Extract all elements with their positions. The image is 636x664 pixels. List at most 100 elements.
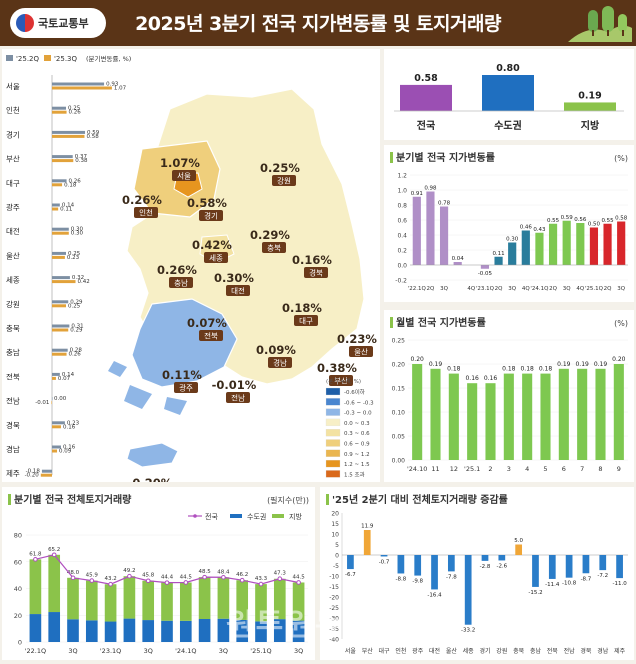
province-bar: [142, 580, 155, 621]
monthly-bar: [522, 373, 533, 460]
map-legend-label: -0.3 ~ 0.0: [344, 411, 372, 417]
map-tag-bg: [272, 175, 296, 186]
y-tick-label: 0.00: [392, 458, 406, 465]
change-bar: [363, 530, 371, 555]
map-legend-label: 0.0 ~ 0.3: [344, 421, 370, 427]
map-value-6: 0.16%: [292, 253, 332, 267]
change-value: -10.8: [562, 581, 577, 587]
region-bar-q3: [52, 86, 112, 90]
y-tick-label: 20: [331, 511, 339, 518]
legend-swatch: [272, 514, 284, 518]
x-tick-label: 4: [525, 465, 529, 473]
map-legend-swatch: [325, 408, 341, 416]
total-value: 48.5: [198, 569, 211, 575]
province-bar: [29, 559, 42, 615]
region-bar-q3: [40, 473, 52, 477]
x-tick-label: 3Q: [617, 286, 625, 292]
total-value: 43.2: [104, 576, 116, 582]
monthly-bar: [448, 373, 459, 460]
summary-value: 0.58: [414, 73, 438, 84]
map-value-13: 0.38%: [317, 361, 357, 375]
map-tag-13: 부산: [334, 376, 348, 386]
x-tick-label: 7: [580, 465, 584, 473]
panel-unit: (필지수(만)): [267, 495, 309, 505]
panel-title-marker: [390, 152, 393, 163]
total-value: 48.4: [217, 569, 230, 575]
region-bar-q3: [52, 425, 61, 429]
y-tick-label: 0: [18, 639, 22, 647]
total-value: 61.8: [29, 551, 42, 557]
legend-swatch-q3: [44, 55, 51, 61]
map-tag-2: 인천: [139, 208, 153, 218]
map-tag-1: 강원: [277, 176, 291, 186]
x-tick-label: 3Q: [144, 647, 153, 655]
capital-bar: [104, 621, 117, 642]
total-point: [89, 578, 95, 583]
region-label: 울산: [6, 250, 20, 260]
change-value: -7.8: [446, 574, 457, 580]
monthly-bar: [595, 368, 606, 460]
region-bar-q2: [52, 348, 68, 352]
map-tag-bg: [349, 346, 373, 357]
legend-marker: [193, 514, 197, 518]
map-tag-bg: [304, 267, 328, 278]
map-tag-11: 울산: [354, 347, 368, 357]
quarterly-value: 0.59: [561, 215, 574, 221]
region-value-q3: 0.42: [78, 279, 90, 285]
y-tick-label: -35: [329, 626, 339, 633]
map-tag-bg: [226, 285, 250, 296]
quarterly-bar: [576, 223, 585, 265]
y-tick-label: 0.2: [397, 248, 407, 255]
region-bar-q2: [41, 469, 52, 473]
quarterly-value: 0.46: [520, 225, 533, 231]
quarterly-bar: [494, 256, 503, 265]
transaction-change-svg: '25년 2분기 대비 전체토지거래량 증감률 -40 -35 -30 -25 -20 -1…: [326, 493, 628, 655]
region-value-q2: 0.31: [71, 324, 83, 330]
transaction-volume-panel: 분기별 전국 전체토지거래량 (필지수(만)) 전국 수도권 지방 0 20 40 60 80 61…: [2, 487, 315, 660]
x-tick-label: 3Q: [294, 647, 303, 655]
quarterly-bar: [412, 196, 421, 265]
map-tag-bg: [172, 170, 196, 181]
change-bar: [548, 555, 556, 579]
summary-svg: 0.58 전국 0.80 수도권 0.19 지방: [394, 63, 624, 132]
change-bar: [582, 555, 590, 574]
y-tick-label: 0.4: [397, 233, 407, 240]
monthly-bar: [558, 368, 569, 460]
summary-panel: 0.58 전국 0.80 수도권 0.19 지방: [384, 49, 634, 140]
region-value-q3: 0.07: [58, 376, 71, 382]
total-point: [108, 581, 113, 587]
capital-bar: [67, 619, 79, 642]
map-tag-bg: [262, 242, 286, 253]
capital-bar: [85, 620, 98, 642]
province-bar: [236, 580, 249, 620]
x-tick-label: 세종: [463, 647, 475, 655]
region-value-q3: 0.11: [60, 207, 72, 213]
legend-swatch: [230, 514, 242, 518]
quarterly-bar: [589, 227, 599, 265]
x-tick-label: '24.10: [407, 465, 427, 473]
region-value-q3: 0.23: [67, 255, 80, 261]
map-legend-label: 0.3 ~ 0.6: [344, 431, 370, 437]
map-tag-bg: [268, 357, 292, 368]
summary-bar: [400, 84, 452, 111]
region-bar-q2: [52, 106, 66, 110]
x-tick-label: 4Q: [467, 286, 475, 292]
monthly-value: 0.20: [410, 356, 424, 363]
map-value-1: 0.25%: [260, 161, 300, 175]
change-bar: [414, 555, 422, 576]
quarterly-value: 0.56: [574, 217, 587, 223]
x-tick-label: 대구: [379, 647, 391, 655]
region-label: 경남: [6, 444, 20, 454]
total-value: 44.5: [292, 574, 305, 580]
region-value-q3: 0.18: [64, 182, 77, 188]
total-point: [70, 575, 76, 581]
map-tag-9: 대구: [299, 317, 313, 326]
y-tick-label: 20: [14, 612, 22, 620]
map-tag-4: 세종: [209, 254, 223, 263]
province-bar: [123, 576, 136, 619]
x-tick-label: 12: [450, 465, 458, 473]
y-tick-label: 15: [331, 521, 339, 528]
total-value: 43.3: [255, 576, 268, 582]
change-bar: [397, 555, 405, 574]
monthly-bar: [485, 383, 496, 460]
